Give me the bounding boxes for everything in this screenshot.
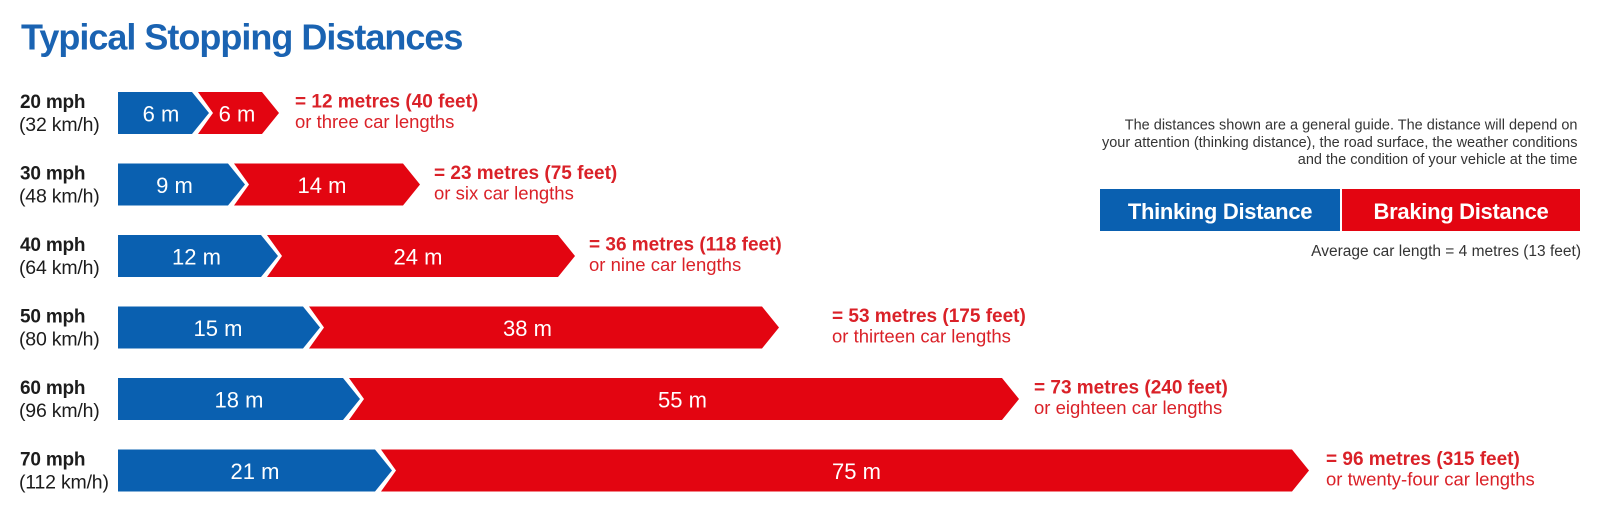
svg-text:or twenty-four car lengths: or twenty-four car lengths <box>1326 468 1535 489</box>
svg-text:30 mph: 30 mph <box>20 164 85 185</box>
svg-text:20 mph: 20 mph <box>20 92 85 113</box>
svg-text:= 23 metres (75 feet): = 23 metres (75 feet) <box>434 163 617 184</box>
svg-text:Typical Stopping Distances: Typical Stopping Distances <box>21 16 462 57</box>
svg-text:18 m: 18 m <box>215 387 264 412</box>
svg-text:or three car lengths: or three car lengths <box>295 111 454 132</box>
svg-text:38 m: 38 m <box>503 316 552 341</box>
svg-text:or thirteen car lengths: or thirteen car lengths <box>832 325 1011 346</box>
svg-text:55 m: 55 m <box>658 387 707 412</box>
svg-text:The distances shown are a gene: The distances shown are a general guide.… <box>1125 118 1578 134</box>
svg-text:(112 km/h): (112 km/h) <box>19 471 109 493</box>
svg-text:14 m: 14 m <box>298 173 347 198</box>
svg-text:24 m: 24 m <box>394 244 443 269</box>
svg-text:or six car lengths: or six car lengths <box>434 182 574 203</box>
svg-text:21 m: 21 m <box>231 459 280 484</box>
svg-text:Average car length = 4 metres: Average car length = 4 metres (13 feet) <box>1311 243 1581 260</box>
svg-text:15 m: 15 m <box>194 316 243 341</box>
svg-text:(48 km/h): (48 km/h) <box>19 185 100 207</box>
svg-text:or eighteen car lengths: or eighteen car lengths <box>1034 397 1222 418</box>
svg-text:70 mph: 70 mph <box>20 450 85 471</box>
svg-text:Thinking Distance: Thinking Distance <box>1128 199 1312 224</box>
svg-text:75 m: 75 m <box>832 459 881 484</box>
svg-text:= 96 metres (315 feet): = 96 metres (315 feet) <box>1326 449 1520 470</box>
svg-text:= 36 metres (118 feet): = 36 metres (118 feet) <box>589 235 782 256</box>
svg-text:your attention (thinking dista: your attention (thinking distance), the … <box>1102 135 1578 151</box>
svg-text:6 m: 6 m <box>143 101 180 126</box>
svg-text:50 mph: 50 mph <box>20 307 85 328</box>
svg-text:60 mph: 60 mph <box>20 378 85 399</box>
svg-text:(64 km/h): (64 km/h) <box>19 257 100 279</box>
svg-text:Braking Distance: Braking Distance <box>1374 199 1549 224</box>
svg-text:= 73 metres (240 feet): = 73 metres (240 feet) <box>1034 378 1228 399</box>
svg-text:(80 km/h): (80 km/h) <box>19 328 100 350</box>
svg-text:and the condition of your vehi: and the condition of your vehicle at the… <box>1298 152 1578 168</box>
svg-text:12 m: 12 m <box>172 244 221 269</box>
svg-text:= 12 metres (40 feet): = 12 metres (40 feet) <box>295 92 478 113</box>
svg-text:(96 km/h): (96 km/h) <box>19 400 100 422</box>
svg-text:6 m: 6 m <box>219 101 256 126</box>
svg-text:9 m: 9 m <box>156 173 193 198</box>
svg-text:= 53 metres (175 feet): = 53 metres (175 feet) <box>832 306 1026 327</box>
svg-text:(32 km/h): (32 km/h) <box>19 114 100 136</box>
svg-text:40 mph: 40 mph <box>20 235 85 256</box>
svg-text:or nine car lengths: or nine car lengths <box>589 254 741 275</box>
